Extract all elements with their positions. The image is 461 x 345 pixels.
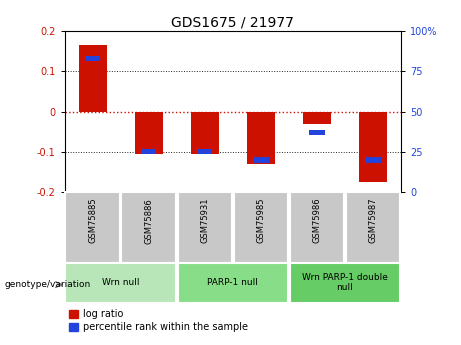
Bar — [247, 111, 275, 164]
Bar — [290, 192, 344, 263]
Bar — [177, 263, 288, 303]
Text: PARP-1 null: PARP-1 null — [207, 278, 258, 287]
Text: GSM75885: GSM75885 — [88, 198, 97, 243]
Bar — [290, 263, 400, 303]
Bar — [253, 157, 269, 162]
Bar — [197, 149, 213, 155]
Bar — [234, 192, 288, 263]
Text: GSM75986: GSM75986 — [313, 198, 321, 243]
Text: genotype/variation: genotype/variation — [5, 280, 91, 289]
Bar — [365, 157, 381, 162]
Bar — [121, 192, 176, 263]
Text: GSM75985: GSM75985 — [256, 198, 266, 243]
Bar — [135, 111, 163, 154]
Bar — [65, 192, 120, 263]
Bar — [85, 56, 100, 61]
Text: Wrn null: Wrn null — [102, 278, 139, 287]
Bar — [346, 192, 400, 263]
Legend: log ratio, percentile rank within the sample: log ratio, percentile rank within the sa… — [70, 309, 248, 332]
Bar — [78, 45, 106, 111]
Bar — [177, 192, 232, 263]
Bar — [303, 111, 331, 124]
Bar — [359, 111, 387, 182]
Text: Wrn PARP-1 double
null: Wrn PARP-1 double null — [302, 273, 388, 293]
Text: GSM75886: GSM75886 — [144, 198, 153, 244]
Bar — [141, 149, 156, 155]
Bar — [65, 263, 176, 303]
Bar — [191, 111, 219, 154]
Title: GDS1675 / 21977: GDS1675 / 21977 — [171, 16, 294, 30]
Text: GSM75987: GSM75987 — [368, 198, 378, 243]
Bar — [309, 130, 325, 135]
Text: GSM75931: GSM75931 — [200, 198, 209, 243]
